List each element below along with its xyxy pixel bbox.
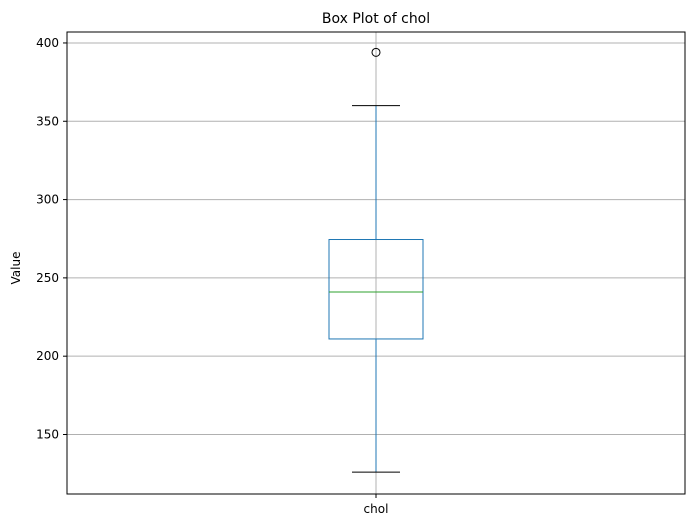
x-tick-label: chol	[364, 502, 389, 516]
y-tick-label: 400	[36, 36, 59, 50]
chart-title: Box Plot of chol	[322, 11, 430, 27]
y-tick-label: 250	[36, 271, 59, 285]
y-tick-label: 350	[36, 114, 59, 128]
y-tick-label: 200	[36, 349, 59, 363]
y-axis-label: Value	[9, 252, 23, 285]
y-tick-label: 300	[36, 193, 59, 207]
y-tick-label: 150	[36, 427, 59, 441]
axis-layer: 150 200 250 300 350 400 chol	[36, 32, 685, 516]
